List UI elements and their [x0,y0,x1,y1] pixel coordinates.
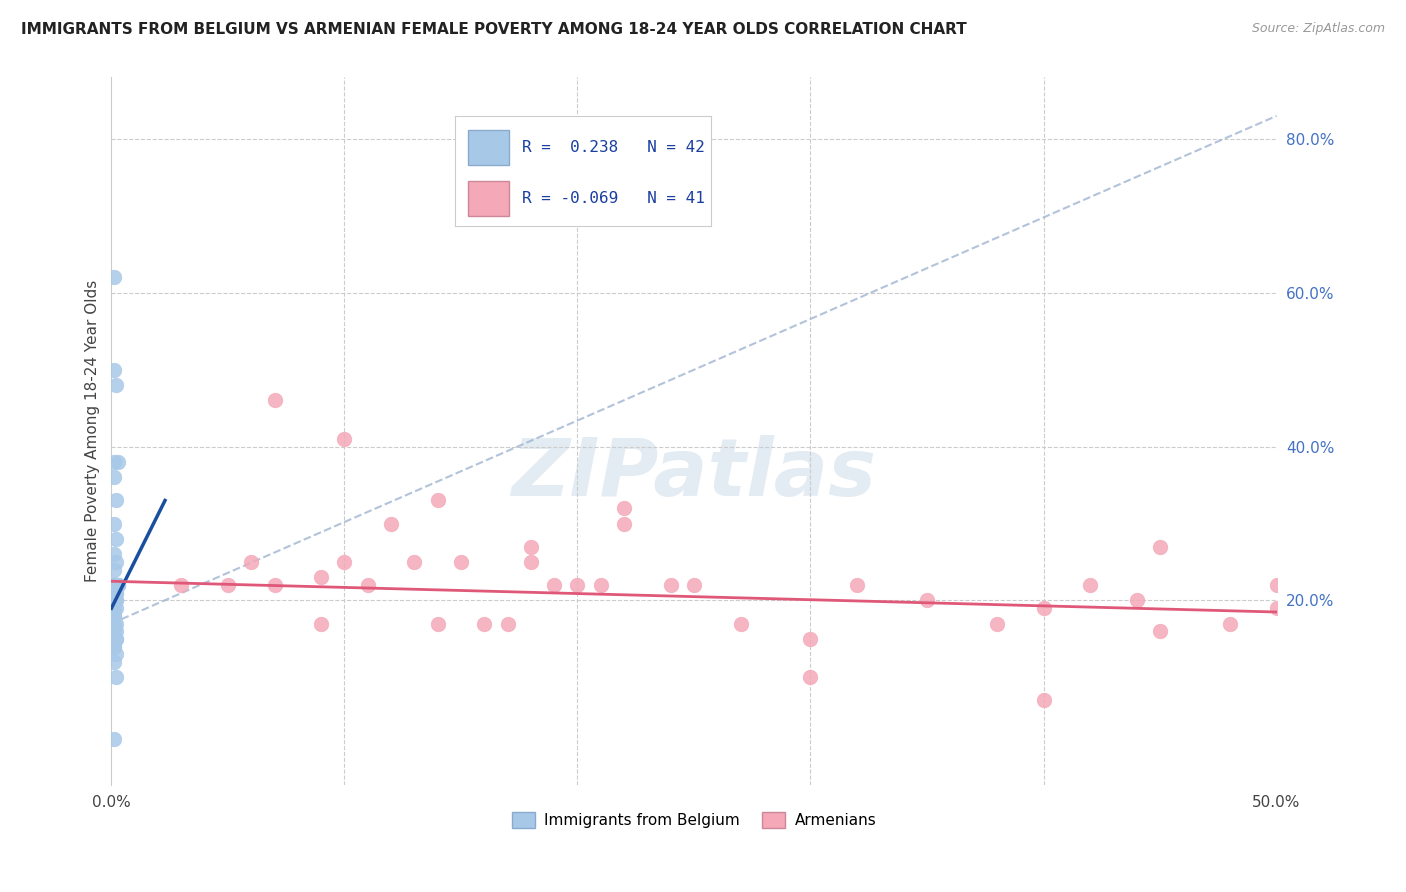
Point [105,586,128,600]
Point [103,455,125,469]
Point [105,578,128,592]
Point [613,516,636,531]
Point [107,455,129,469]
Point [520,540,543,554]
Point [103,640,125,654]
Point [613,501,636,516]
Point [799,632,821,646]
Point [103,624,125,639]
Point [107,578,129,592]
Point [333,432,356,446]
Point [103,608,125,623]
Point [543,578,565,592]
Point [404,555,426,569]
Point [799,670,821,684]
Point [730,616,752,631]
Point [103,608,125,623]
Point [103,270,125,285]
Point [1032,693,1054,707]
Point [986,616,1008,631]
Point [105,493,128,508]
Point [309,570,332,584]
Point [105,586,128,600]
Point [263,578,285,592]
Point [105,616,128,631]
Y-axis label: Female Poverty Among 18-24 Year Olds: Female Poverty Among 18-24 Year Olds [86,280,100,582]
Point [915,593,938,607]
Point [589,578,612,592]
Point [103,516,125,531]
Point [105,648,128,662]
Point [472,616,495,631]
Point [105,624,128,639]
Point [105,555,128,569]
Point [103,593,125,607]
Text: IMMIGRANTS FROM BELGIUM VS ARMENIAN FEMALE POVERTY AMONG 18-24 YEAR OLDS CORRELA: IMMIGRANTS FROM BELGIUM VS ARMENIAN FEMA… [21,22,967,37]
Point [105,593,128,607]
Point [107,578,129,592]
Point [1265,578,1288,592]
Point [683,578,706,592]
Point [103,731,125,746]
Point [1219,616,1241,631]
Point [103,578,125,592]
Point [1149,624,1171,639]
Point [380,516,402,531]
Point [217,578,239,592]
Point [659,578,682,592]
Point [567,578,589,592]
Point [240,555,263,569]
Point [309,616,332,631]
Point [103,593,125,607]
Point [170,578,193,592]
Point [263,393,285,408]
Point [103,616,125,631]
Point [520,555,543,569]
Point [1125,593,1147,607]
Point [426,493,449,508]
Point [103,578,125,592]
Text: ZIPatlas: ZIPatlas [512,434,876,513]
Point [103,470,125,484]
Point [105,532,128,546]
Point [105,378,128,392]
Point [333,555,356,569]
Point [103,547,125,561]
Point [103,655,125,669]
Point [103,578,125,592]
Point [426,616,449,631]
Point [107,578,129,592]
Text: Source: ZipAtlas.com: Source: ZipAtlas.com [1251,22,1385,36]
Point [103,601,125,615]
Point [103,362,125,376]
Point [105,632,128,646]
Point [496,616,519,631]
Point [105,593,128,607]
Point [103,640,125,654]
Point [450,555,472,569]
Point [357,578,380,592]
Point [105,578,128,592]
Point [103,563,125,577]
Point [846,578,869,592]
Point [1265,601,1288,615]
Point [105,601,128,615]
Point [1149,540,1171,554]
Point [1032,601,1054,615]
Point [105,632,128,646]
Point [105,670,128,684]
Legend: Immigrants from Belgium, Armenians: Immigrants from Belgium, Armenians [506,805,883,834]
Point [1078,578,1101,592]
